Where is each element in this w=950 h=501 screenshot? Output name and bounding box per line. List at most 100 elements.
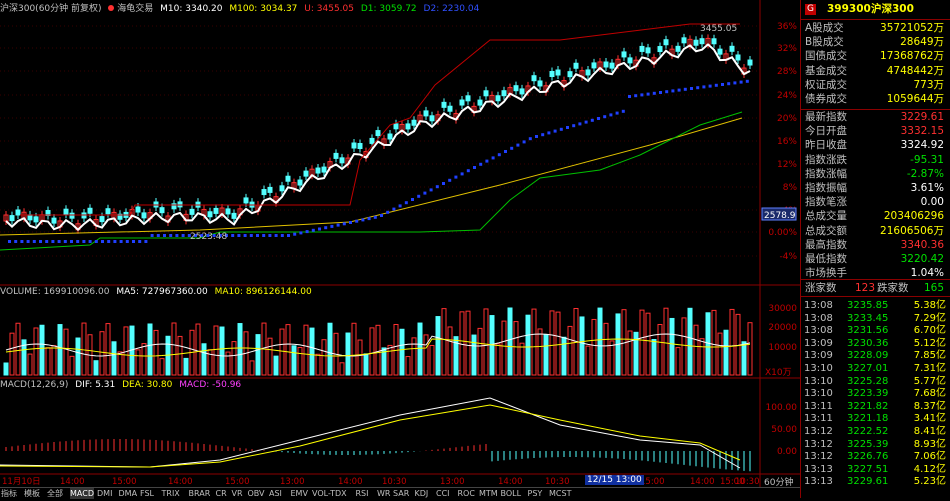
price-axis-label: 12% [777,160,797,170]
volume-bar [417,322,423,376]
candle-body [351,142,357,149]
macd-name: MACD(12,26,9) [0,380,69,390]
indicator-tab[interactable]: VOL-TDX [312,489,347,498]
stop-dot [640,93,644,97]
indicator-tab[interactable]: BOLL [500,489,522,498]
volume-stat-row: B股成交 28649万 [803,36,948,49]
stop-dot [721,83,724,86]
volume-stat-row: A股成交 35721052万 [803,22,948,35]
stop-dot [460,172,464,176]
indicator-tab[interactable]: SAR [393,489,410,498]
stop-dot [516,143,520,147]
down-label: 跌家数 [877,282,909,294]
tick-time: 13:11 [804,400,833,412]
volume-bar [171,322,177,376]
indicator-tab[interactable]: EMV [290,489,308,498]
indicator-tab[interactable]: MCST [549,489,572,498]
stop-dot [559,127,563,131]
macd-dif: DIF: 5.31 [75,380,116,390]
volume-bar [477,327,483,376]
stop-dot [324,226,328,230]
tick-time: 13:12 [804,438,833,450]
indicator-tab[interactable]: DMA [118,489,138,498]
indicator-tab[interactable]: WR [377,489,391,498]
tick-row: 13:10 3225.28 5.77亿 [801,375,950,388]
stop-dot [113,240,117,243]
stop-dot [541,133,545,137]
indicator-tab[interactable]: 全部 [47,489,63,498]
chart-title: 沪深300(60分钟 前复权) [0,4,102,14]
tick-volume: 8.37亿 [913,400,946,412]
indicator-tab[interactable]: KDJ [414,489,429,498]
stop-dot [652,91,656,95]
tick-time: 13:12 [804,426,833,437]
volume-bar [183,357,189,376]
tick-time: 13:12 [804,451,833,463]
price-axis-label: -4% [779,252,797,262]
volume-bar [237,323,243,376]
volume-bar [249,360,255,376]
candle-body [51,217,57,224]
indicator-tab[interactable]: BRAR [188,489,211,498]
stop-dot [194,234,197,237]
indicator-tab[interactable]: VR [231,489,243,498]
index-stat-row: 指数涨跌 -95.31 [803,154,948,167]
candle-body [405,123,411,130]
candle-body [159,207,165,214]
volume-stat-row: 债券成交 1059644万 [803,93,948,106]
stop-dot [504,150,507,153]
tick-volume: 5.23亿 [913,476,946,488]
index-stat-row-value: 0.00 [920,196,944,209]
indicator-tab[interactable]: ROC [457,489,475,498]
price-axis-label: 8% [783,183,798,193]
volume-bar [375,324,381,376]
stop-dot [380,214,383,217]
candle-body [315,167,321,174]
d2-value: D2: 2230.04 [423,4,480,14]
indicator-tab[interactable]: OBV [247,489,265,498]
low-annotation: 2523.48 [190,232,227,242]
indicator-tab[interactable]: DMI [97,489,113,498]
kline-chart[interactable]: 36%32%28%24%20%16%12%8%4%0.00%-4%3000020… [0,0,800,498]
indicator-tab[interactable]: MTM [479,489,498,498]
time-axis-label: 13:00 [440,477,465,487]
stop-dot [522,140,526,144]
candle-body [609,62,615,69]
volume-bar [291,345,297,376]
indicator-tab[interactable]: PSY [527,489,543,498]
period-label[interactable]: 60分钟 [764,478,794,488]
price-axis-label: 36% [777,22,797,32]
indicator-tab[interactable]: MACD [70,488,94,499]
tick-row: 13:12 3226.76 7.06亿 [801,450,950,463]
stop-dot [634,94,638,98]
indicator-tab[interactable]: FSL [140,489,154,498]
indicator-tab[interactable]: 模板 [24,489,40,498]
price-axis-label: 32% [777,44,797,54]
index-stat-row-value: -2.87% [906,167,944,180]
index-name: 沪深300 [871,3,914,15]
index-stat-row-label: 昨日收盘 [805,139,847,152]
volume-bar [687,307,693,376]
indicator-tab[interactable]: ASI [269,489,282,498]
stop-dot [20,240,24,243]
stop-dot [386,210,390,214]
stop-dot [442,182,445,185]
indicator-tab[interactable]: CCI [436,489,450,498]
stop-dot [39,240,42,243]
stop-dot [225,234,228,237]
candle-body [513,85,519,92]
time-axis-label: 14:00 [690,477,715,487]
indicator-tab[interactable]: TRIX [161,489,180,498]
candle-body [141,212,147,219]
volume-bar [213,325,219,376]
volume-bar [681,317,687,376]
tick-time: 13:09 [804,337,833,349]
indicator-tab[interactable]: RSI [355,489,369,498]
chart-area[interactable]: 36%32%28%24%20%16%12%8%4%0.00%-4%3000020… [0,0,800,498]
stop-dot [690,87,693,90]
stop-dot [45,240,49,243]
volume-bar [381,347,387,376]
indicator-tab[interactable]: CR [215,489,227,498]
indicator-tab[interactable]: 指标 [1,489,17,498]
candle-body [735,54,741,61]
